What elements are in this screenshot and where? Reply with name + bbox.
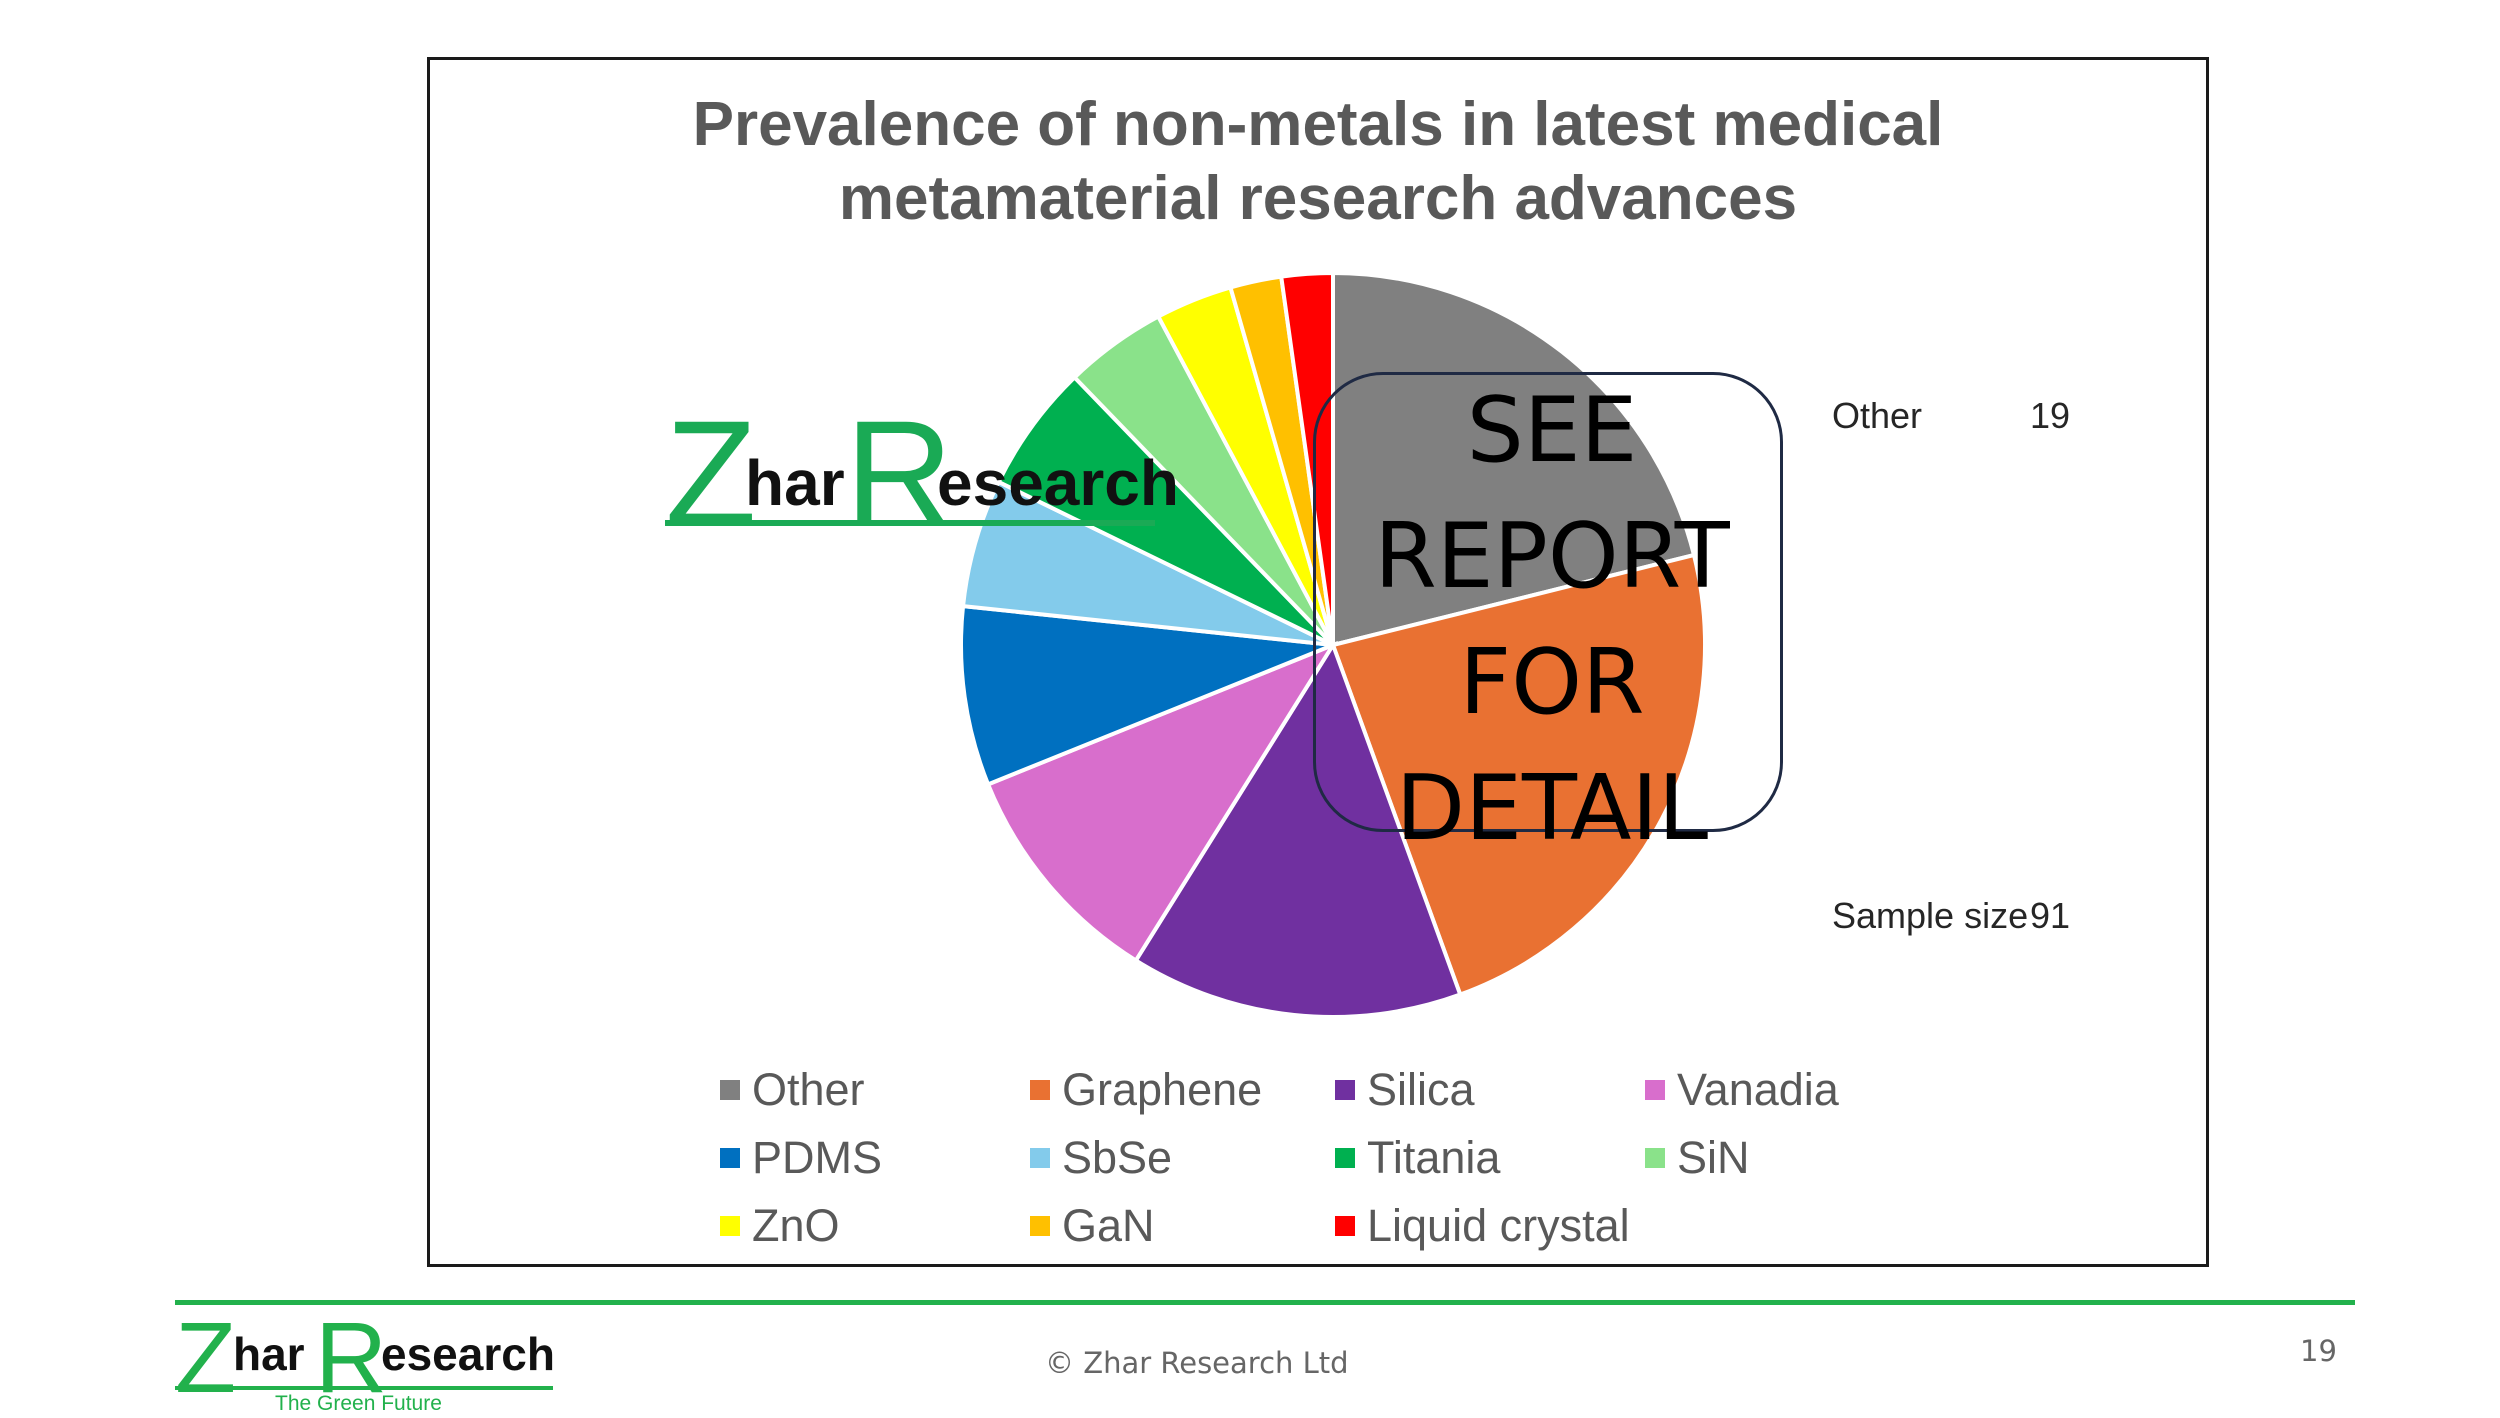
chart-title: Prevalence of non-metals in latest medic… xyxy=(430,88,2206,236)
footer-logo-r: R xyxy=(315,1308,387,1414)
watermark-underline xyxy=(665,520,1155,526)
chart-frame: Prevalence of non-metals in latest medic… xyxy=(427,57,2209,1267)
pie-slice-vanadia xyxy=(985,640,1338,964)
footer-logo-z: Z xyxy=(175,1308,236,1414)
sample-size-label: Sample size xyxy=(1832,895,2029,936)
footer-divider xyxy=(175,1300,2355,1305)
chart-title-line-2: metamaterial research advances xyxy=(838,164,1798,233)
watermark-logo-esearch: esearch xyxy=(937,447,1179,519)
footer-logo-underline xyxy=(175,1386,553,1390)
footer-tagline: The Green Future xyxy=(275,1392,442,1415)
watermark-logo: Z har R esearch xyxy=(665,405,1179,545)
pie-slice-graphene xyxy=(1330,552,1707,998)
see-report-line-4: DETAIL xyxy=(1395,756,1709,861)
footer-logo-esearch: esearch xyxy=(381,1328,555,1380)
other-annotation-value: 19 xyxy=(2030,395,2071,436)
footer-logo: Z har R esearch The Green Future xyxy=(175,1308,555,1415)
pie-slice-titania xyxy=(995,374,1335,647)
see-report-box xyxy=(1313,372,1783,832)
chart-title-line-1: Prevalence of non-metals in latest medic… xyxy=(692,90,1944,159)
copyright-text: © Zhar Research Ltd xyxy=(1045,1346,1349,1380)
see-report-line-2: REPORT xyxy=(1374,504,1730,609)
watermark-logo-har: har xyxy=(745,447,845,519)
pie-slice-other xyxy=(1331,270,1697,648)
pie-chart xyxy=(959,270,1707,1019)
other-annotation-label: Other xyxy=(1832,395,1923,436)
see-report-line-3: FOR xyxy=(1459,630,1645,735)
see-report-line-1: SEE xyxy=(1466,378,1638,483)
pie-slice-liquid-crystal xyxy=(1278,270,1335,646)
footer-logo-har: har xyxy=(233,1328,305,1380)
sample-size-value: 91 xyxy=(2030,895,2071,936)
see-report-text: SEE REPORT FOR DETAIL xyxy=(1305,368,1799,872)
pie-slice-silica xyxy=(1133,640,1463,1019)
pie-slice-pdms xyxy=(959,603,1334,787)
page-number: 19 xyxy=(2300,1334,2337,1368)
